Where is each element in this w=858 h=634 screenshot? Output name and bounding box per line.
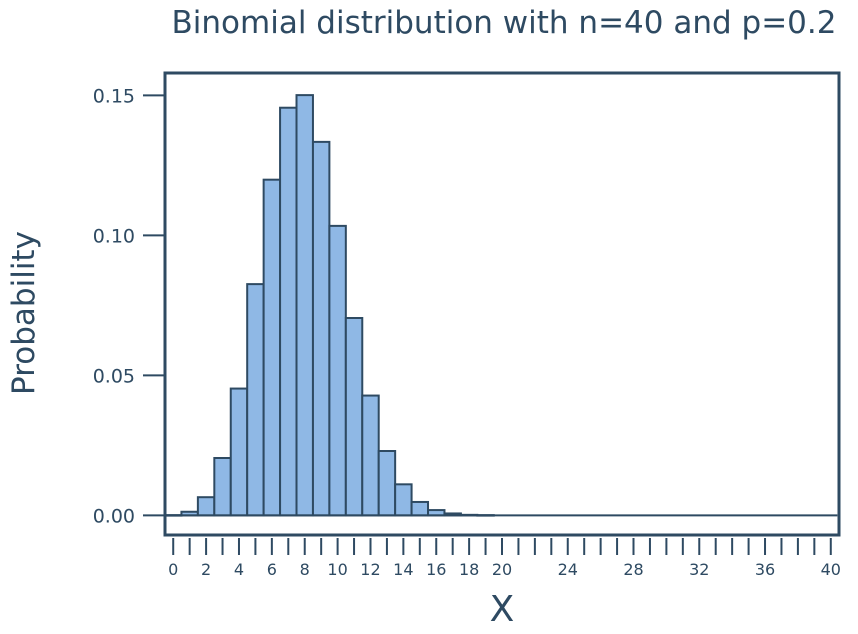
bar-x-15 [410, 500, 430, 517]
x-tick-label: 32 [689, 560, 709, 579]
x-tick-label: 4 [234, 560, 244, 579]
x-tick-label: 16 [426, 560, 446, 579]
y-axis-label: Probability [6, 231, 42, 395]
bar-x-12 [361, 394, 380, 517]
bar-x-13 [377, 450, 397, 517]
x-tick-label: 10 [327, 560, 347, 579]
bars [164, 94, 495, 517]
bar-x-3 [213, 457, 232, 517]
chart-title: Binomial distribution with n=40 and p=0.… [172, 5, 837, 41]
y-tick-label: 0.05 [93, 365, 135, 387]
x-tick-label: 24 [558, 560, 578, 579]
x-tick-label: 36 [755, 560, 775, 579]
x-tick-label: 0 [168, 560, 178, 579]
bar-x-11 [344, 317, 364, 517]
plot-frame [163, 71, 841, 537]
bar-x-10 [328, 224, 347, 517]
y-tick-label: 0.10 [93, 225, 135, 247]
bar-x-7 [279, 106, 298, 517]
x-tick-label: 6 [267, 560, 277, 579]
x-tick-label: 12 [360, 560, 380, 579]
x-axis-label: X [490, 589, 515, 630]
x-tick-label: 18 [459, 560, 479, 579]
x-tick-label: 2 [201, 560, 211, 579]
bar-x-6 [262, 178, 282, 517]
x-tick-label: 14 [393, 560, 413, 579]
y-tick-label: 0.15 [93, 85, 135, 107]
bar-x-8 [295, 94, 314, 517]
x-tick-label: 20 [492, 560, 512, 579]
bar-x-2 [196, 496, 216, 517]
bar-x-14 [394, 483, 413, 517]
bar-x-4 [229, 387, 249, 517]
x-tick-label: 40 [821, 560, 841, 579]
bar-x-9 [311, 140, 331, 517]
bar-x-5 [246, 283, 265, 517]
x-tick-label: 28 [623, 560, 643, 579]
x-tick-label: 8 [300, 560, 310, 579]
y-tick-label: 0.00 [93, 505, 135, 527]
y-axis-ticks: 0.00 0.05 0.10 0.15 [93, 85, 165, 527]
x-axis-ticks: 0 2 4 6 8 10 12 14 16 18 20 24 28 32 36 40 [168, 538, 841, 579]
